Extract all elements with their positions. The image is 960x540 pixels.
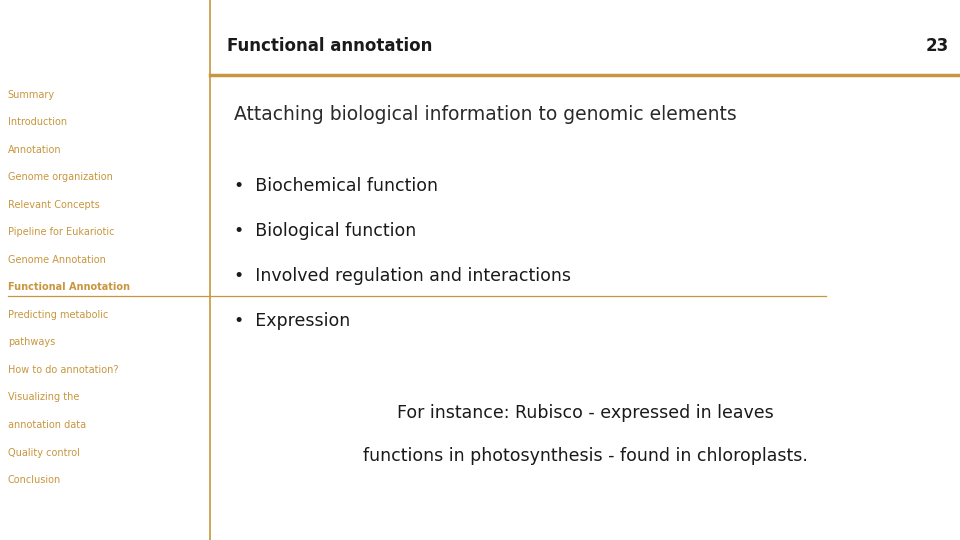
Text: •  Expression: • Expression bbox=[234, 312, 350, 330]
Text: pathways: pathways bbox=[8, 338, 55, 347]
Text: Genome organization: Genome organization bbox=[8, 172, 112, 182]
Text: Visualizing the: Visualizing the bbox=[8, 393, 79, 402]
Text: For instance: Rubisco - expressed in leaves: For instance: Rubisco - expressed in lea… bbox=[396, 404, 774, 422]
Text: Annotation: Annotation bbox=[8, 145, 61, 154]
Text: Summary: Summary bbox=[8, 90, 55, 99]
Text: •  Involved regulation and interactions: • Involved regulation and interactions bbox=[234, 267, 571, 285]
Text: annotation data: annotation data bbox=[8, 420, 85, 430]
Text: Introduction: Introduction bbox=[8, 117, 67, 127]
Text: •  Biochemical function: • Biochemical function bbox=[234, 177, 438, 195]
Text: functions in photosynthesis - found in chloroplasts.: functions in photosynthesis - found in c… bbox=[363, 447, 807, 465]
Text: •  Biological function: • Biological function bbox=[234, 222, 417, 240]
Text: Quality control: Quality control bbox=[8, 448, 80, 457]
Text: How to do annotation?: How to do annotation? bbox=[8, 365, 118, 375]
Text: Functional Annotation: Functional Annotation bbox=[8, 282, 130, 292]
Text: 23: 23 bbox=[925, 37, 948, 55]
Text: Predicting metabolic: Predicting metabolic bbox=[8, 310, 108, 320]
Text: Functional annotation: Functional annotation bbox=[228, 37, 433, 55]
Text: Relevant Concepts: Relevant Concepts bbox=[8, 200, 100, 210]
Text: Genome Annotation: Genome Annotation bbox=[8, 255, 106, 265]
Text: Pipeline for Eukariotic: Pipeline for Eukariotic bbox=[8, 227, 114, 237]
Text: Conclusion: Conclusion bbox=[8, 475, 60, 485]
Text: Attaching biological information to genomic elements: Attaching biological information to geno… bbox=[234, 105, 736, 124]
